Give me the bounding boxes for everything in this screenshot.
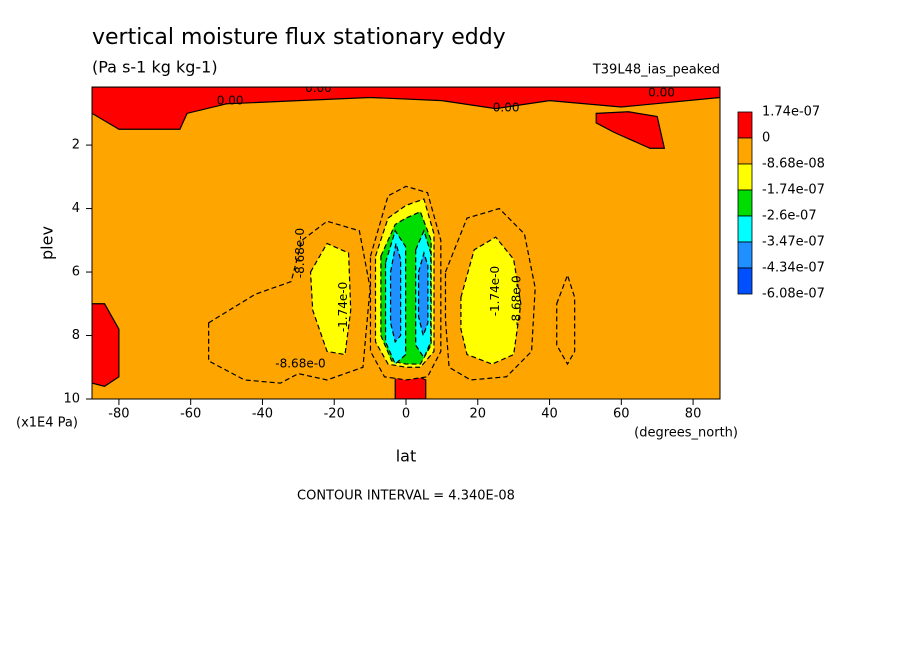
y-axis-units: (x1E4 Pa) <box>16 416 78 431</box>
colorbar-label: 0 <box>762 131 770 146</box>
contour-region <box>92 87 720 130</box>
colorbar-swatch <box>737 215 753 243</box>
colorbar-swatch <box>737 267 753 295</box>
contour-field: 0.00 0.00 0.00 0.00 -8.68e-0 -1.74e-0 -8.68e-0… <box>92 81 720 399</box>
subtitle: (Pa s-1 kg kg-1) <box>92 58 218 77</box>
contour-label: 0.00 <box>648 86 675 100</box>
colorbar-label: -3.47e-07 <box>762 235 825 250</box>
x-axis-label: lat <box>396 447 417 466</box>
contour-label: 0.00 <box>217 93 244 107</box>
x-tick-label: -20 <box>324 407 345 422</box>
contour-region <box>595 111 666 149</box>
contour-region <box>460 236 522 365</box>
y-tick-label: 4 <box>72 201 80 216</box>
contour-region <box>92 303 120 387</box>
contour-region <box>417 250 429 338</box>
contour-label: -1.74e-0 <box>488 266 502 316</box>
colorbar-label: -1.74e-07 <box>762 183 825 198</box>
colorbar-label: -6.08e-07 <box>762 287 825 302</box>
y-tick-label: 6 <box>72 265 80 280</box>
contour-label: -8.68e-0 <box>510 275 524 325</box>
x-tick-label: 40 <box>541 407 558 422</box>
x-axis-units: (degrees_north) <box>634 426 738 441</box>
dataset-label: T39L48_ias_peaked <box>592 63 720 78</box>
contour-region <box>309 242 352 356</box>
y-tick-label: 2 <box>72 138 80 153</box>
y-axis-label: plev <box>38 226 57 260</box>
colorbar-label: -2.6e-07 <box>762 209 817 224</box>
contour-region <box>389 243 402 344</box>
contour-region <box>556 273 576 366</box>
y-tick-label: 8 <box>72 328 80 343</box>
contour-label: -8.68e-0 <box>293 228 307 278</box>
colorbar-label: -8.68e-08 <box>762 157 825 172</box>
x-tick-label: -40 <box>252 407 273 422</box>
x-tick-label: 20 <box>469 407 486 422</box>
contour-label: -8.68e-0 <box>275 357 325 371</box>
x-tick-label: 0 <box>402 407 410 422</box>
colorbar-swatch <box>737 137 753 165</box>
x-tick-label: 60 <box>613 407 630 422</box>
x-tick-label: 80 <box>685 407 702 422</box>
colorbar-label: -4.34e-07 <box>762 261 825 276</box>
plot-area: 0.00 0.00 0.00 0.00 -8.68e-0 -1.74e-0 -8.68e-0… <box>91 81 721 400</box>
x-tick-label: -80 <box>108 407 129 422</box>
contour-label: -1.74e-0 <box>336 282 350 332</box>
colorbar-swatch <box>737 163 753 191</box>
colorbar-swatch <box>737 189 753 217</box>
contour-label: 0.00 <box>305 81 332 95</box>
colorbar-swatch <box>737 241 753 269</box>
x-tick-label: -60 <box>180 407 201 422</box>
contour-label: 0.00 <box>493 100 520 114</box>
colorbar-swatch <box>737 111 753 139</box>
y-tick-label: 10 <box>63 392 80 407</box>
colorbar-label: 1.74e-07 <box>762 105 820 120</box>
chart-title: vertical moisture flux stationary eddy <box>92 25 506 50</box>
footer-note: CONTOUR INTERVAL = 4.340E-08 <box>297 489 515 504</box>
